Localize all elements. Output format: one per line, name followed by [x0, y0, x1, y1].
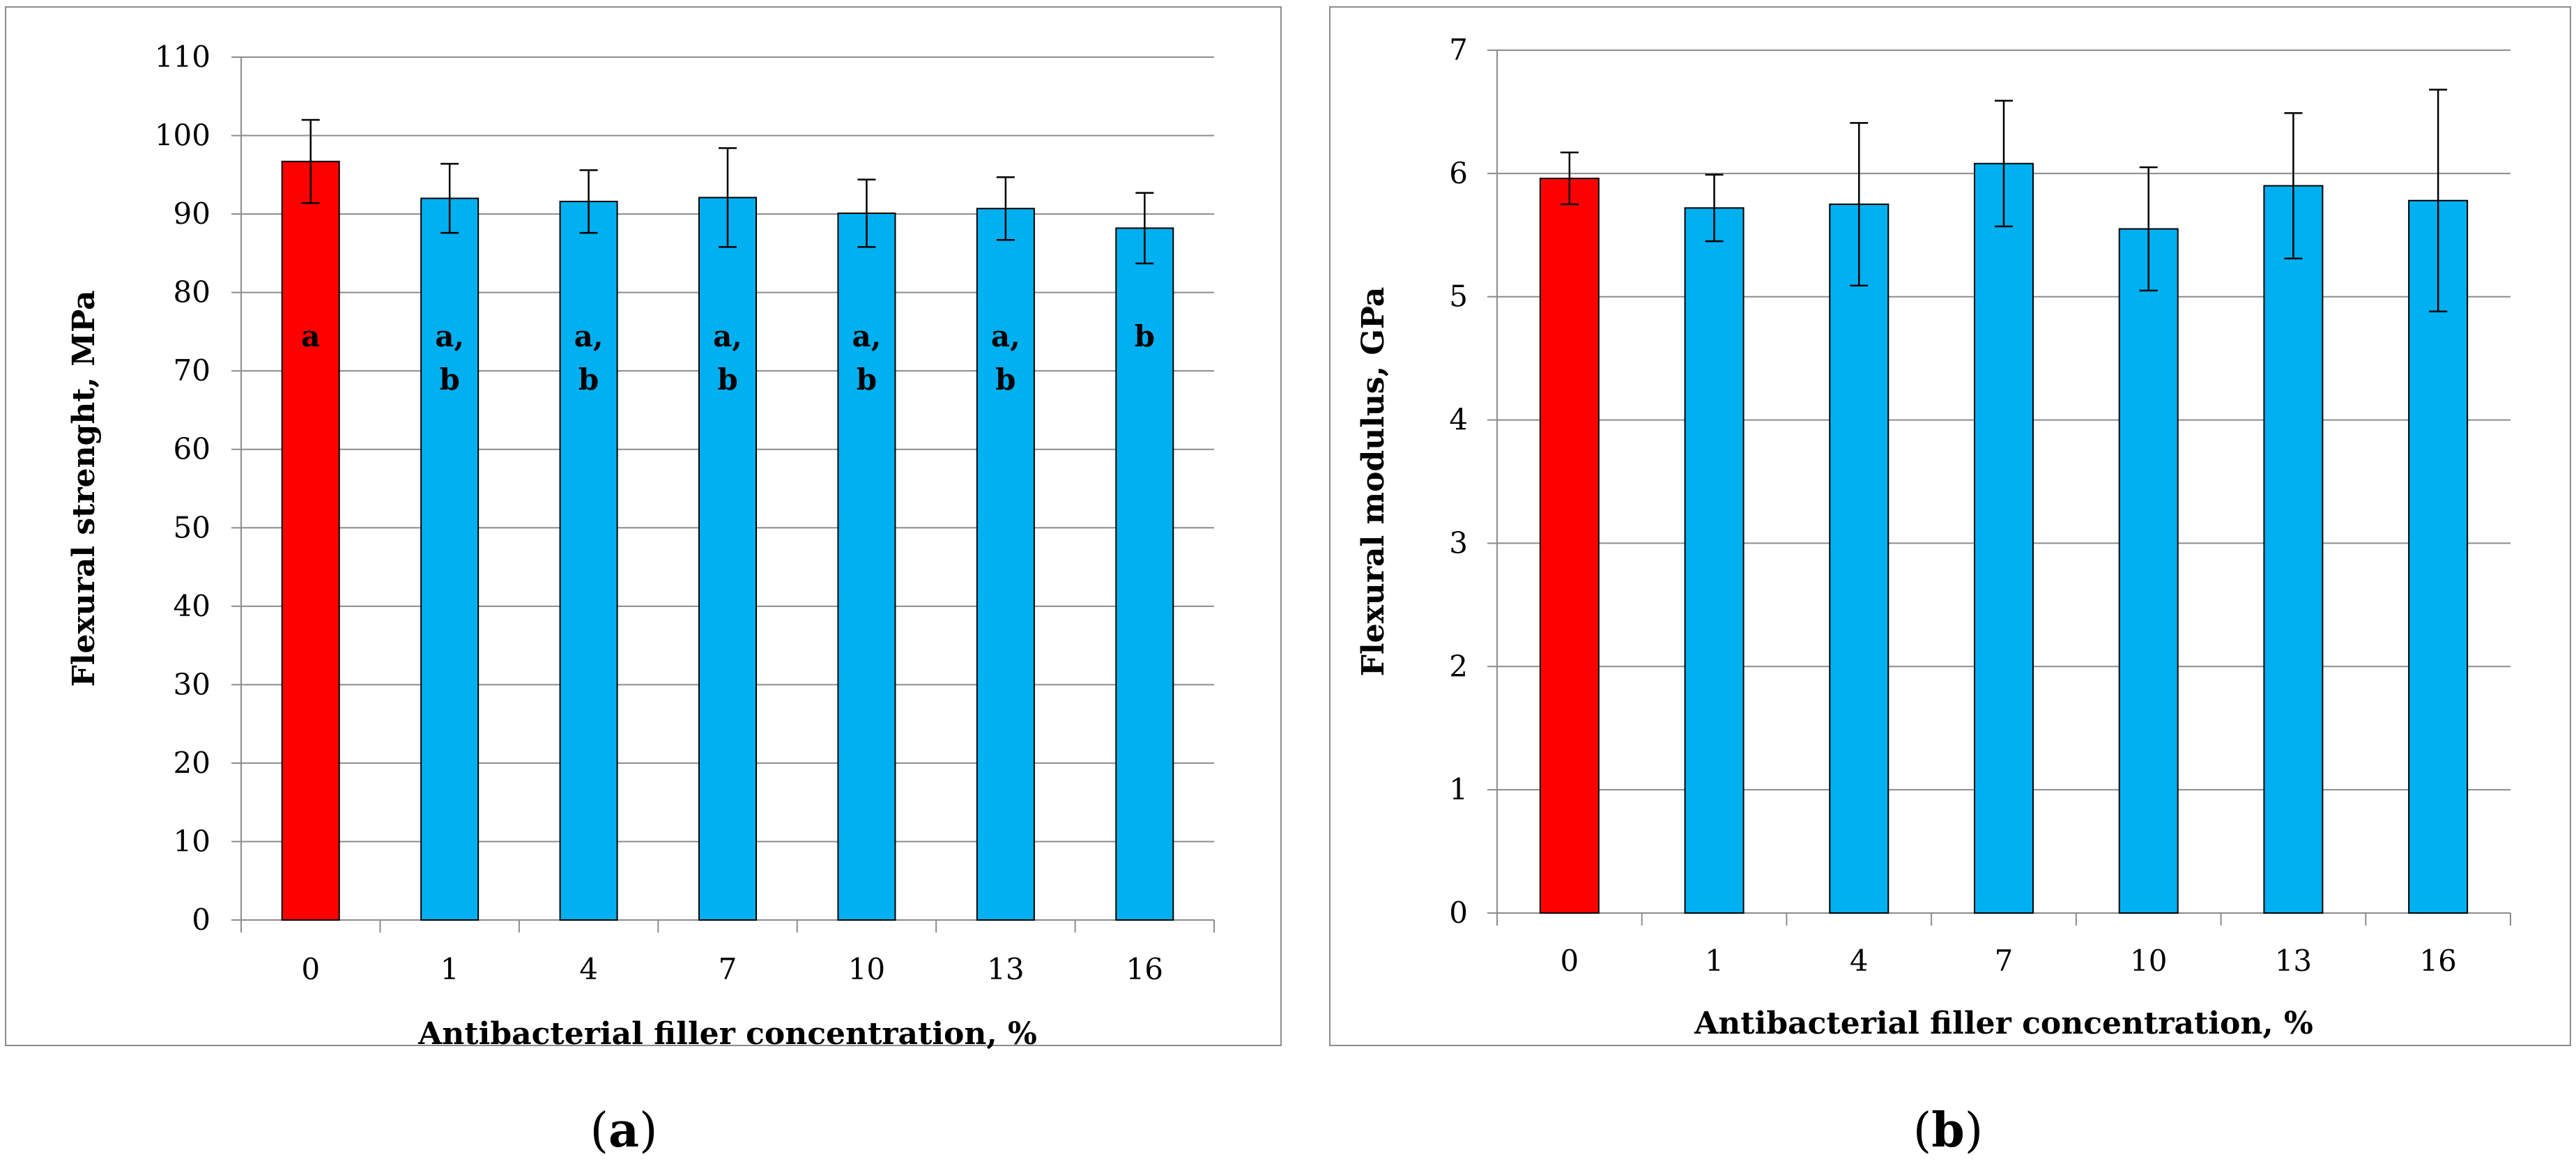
- y-tick-label: 50: [174, 510, 210, 544]
- x-tick-label: 1: [440, 952, 459, 986]
- y-tick-label: 5: [1449, 279, 1468, 314]
- bar: [420, 197, 480, 921]
- y-tick-label: 0: [192, 903, 210, 937]
- y-axis-title: Flexural modulus, GPa: [1356, 287, 1391, 677]
- bar: [2118, 228, 2179, 914]
- bar: [2263, 185, 2324, 914]
- panel-b-frame: [1329, 6, 2571, 1046]
- y-tick-label: 2: [1449, 649, 1468, 683]
- x-tick-label: 13: [987, 952, 1024, 986]
- significance-label: a, b: [574, 319, 604, 397]
- x-tick-label: 16: [2419, 944, 2456, 978]
- y-tick-label: 10: [174, 824, 210, 858]
- x-tick-label: 13: [2275, 944, 2312, 978]
- x-tick-label: 4: [579, 952, 598, 986]
- significance-label: b: [1135, 319, 1155, 353]
- y-tick-label: 4: [1449, 403, 1468, 437]
- y-tick-label: 110: [155, 40, 210, 74]
- y-tick-label: 1: [1449, 772, 1468, 806]
- significance-label: a, b: [435, 319, 464, 397]
- bar: [1115, 227, 1174, 921]
- y-tick-label: 100: [155, 118, 210, 153]
- panel-b-chart: 0 1 2 3 4 5 6 7 0 1 4 7 10 13 16 Flexural modulus, GPa A…: [1356, 33, 2511, 1041]
- panel-a-caption: (a): [590, 1103, 657, 1158]
- x-tick-label: 4: [1850, 944, 1869, 978]
- y-tick-label: 80: [174, 275, 210, 309]
- y-tick-label: 6: [1449, 156, 1468, 190]
- bar: [1684, 207, 1745, 914]
- x-tick-label: 16: [1126, 952, 1163, 986]
- bar: [1974, 162, 2034, 914]
- significance-label: a, b: [991, 319, 1020, 397]
- bar: [1539, 177, 1600, 914]
- significance-label: a, b: [713, 319, 742, 397]
- panel-a-chart: 0 10 20 30 40 50 60 70 80 90 100 110 0 a 1 a, b 4 a, b 7 a, b 1…: [66, 40, 1215, 1052]
- y-axis-title: Flexural strenght, MPa: [66, 291, 102, 687]
- panel-b-caption: (b): [1913, 1103, 1984, 1158]
- significance-label: a, b: [852, 319, 882, 397]
- y-tick-label: 30: [174, 667, 210, 701]
- y-tick-label: 60: [174, 432, 210, 466]
- significance-label: a: [301, 319, 320, 353]
- x-tick-label: 10: [2130, 944, 2167, 978]
- bar: [1829, 204, 1889, 914]
- bar: [559, 201, 618, 921]
- x-tick-label: 1: [1705, 944, 1724, 978]
- x-tick-label: 10: [848, 952, 885, 986]
- x-axis-title: Antibacterial filler concentration, %: [417, 1016, 1037, 1052]
- x-tick-label: 7: [719, 952, 737, 986]
- panel-a-frame: [5, 6, 1282, 1046]
- x-tick-label: 0: [301, 952, 320, 986]
- y-tick-label: 0: [1449, 896, 1468, 930]
- y-tick-label: 90: [174, 197, 210, 231]
- x-tick-label: 7: [1995, 944, 2014, 978]
- bar: [698, 197, 757, 921]
- y-tick-label: 70: [174, 353, 210, 388]
- bar: [976, 208, 1035, 921]
- x-axis-title: Antibacterial filler concentration, %: [1694, 1006, 2313, 1041]
- y-tick-label: 40: [174, 589, 210, 623]
- x-tick-label: 0: [1560, 944, 1579, 978]
- bar: [281, 160, 340, 921]
- y-tick-label: 3: [1449, 526, 1468, 560]
- y-tick-label: 7: [1449, 33, 1468, 67]
- y-tick-label: 20: [174, 746, 210, 780]
- bar: [837, 212, 896, 921]
